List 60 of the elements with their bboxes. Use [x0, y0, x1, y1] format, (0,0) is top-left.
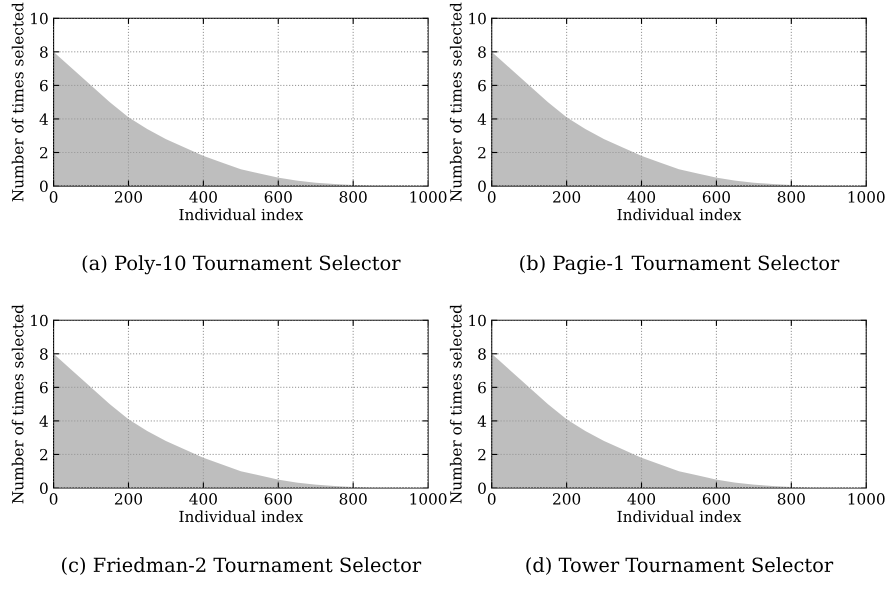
x-axis-title: Individual index — [617, 208, 742, 220]
y-axis-title: Number of times selected — [12, 2, 24, 202]
y-tick-label: 4 — [39, 113, 48, 125]
x-tick-label: 200 — [114, 493, 142, 505]
x-tick-label: 0 — [488, 191, 496, 203]
y-tick-label: 10 — [31, 314, 48, 326]
x-tick-label: 800 — [778, 191, 805, 203]
y-axis-title: Number of times selected — [450, 2, 462, 202]
y-tick-label: 8 — [478, 46, 486, 58]
y-tick-label: 0 — [478, 482, 486, 494]
x-tick-label: 1000 — [848, 493, 885, 505]
x-axis-title: Individual index — [179, 208, 303, 220]
x-axis-title: Individual index — [179, 510, 303, 522]
x-tick-label: 0 — [488, 493, 496, 505]
y-tick-label: 10 — [469, 12, 486, 24]
x-tick-label: 400 — [189, 191, 217, 203]
x-tick-label: 0 — [50, 493, 58, 505]
y-tick-label: 2 — [40, 146, 48, 158]
x-tick-label: 1000 — [410, 191, 446, 203]
x-tick-label: 200 — [114, 191, 142, 203]
x-tick-label: 0 — [50, 191, 58, 203]
y-tick-label: 8 — [40, 348, 48, 360]
y-axis-title: Number of times selected — [450, 304, 462, 504]
x-tick-label: 600 — [264, 493, 292, 505]
y-tick-label: 10 — [469, 314, 486, 326]
x-tick-label: 400 — [627, 191, 656, 203]
x-tick-label: 1000 — [410, 493, 446, 505]
y-tick-label: 8 — [40, 46, 48, 58]
x-tick-label: 600 — [702, 493, 730, 505]
x-tick-label: 600 — [702, 191, 730, 203]
y-tick-label: 10 — [31, 12, 48, 24]
x-tick-label: 600 — [264, 191, 292, 203]
x-axis-title: Individual index — [617, 510, 742, 522]
text: (c) Friedman-2 Tournament Selector — [62, 557, 422, 575]
y-tick-label: 4 — [478, 113, 486, 125]
y-tick-label: 4 — [39, 415, 48, 427]
y-tick-label: 2 — [478, 448, 486, 460]
y-tick-label: 6 — [478, 80, 486, 92]
x-tick-label: 800 — [778, 493, 805, 505]
y-axis-title: Number of times selected — [12, 304, 24, 504]
y-tick-label: 0 — [40, 180, 48, 192]
y-tick-label: 2 — [478, 146, 486, 158]
y-tick-label: 4 — [478, 415, 486, 427]
x-tick-label: 400 — [189, 493, 217, 505]
y-tick-label: 0 — [40, 482, 48, 494]
y-tick-label: 8 — [478, 348, 486, 360]
y-tick-label: 6 — [40, 382, 48, 394]
y-tick-label: 6 — [40, 80, 48, 92]
x-tick-label: 1000 — [848, 191, 885, 203]
text: (b) Pagie-1 Tournament Selector — [520, 255, 840, 274]
y-tick-label: 0 — [478, 180, 486, 192]
x-tick-label: 800 — [340, 493, 367, 505]
y-tick-label: 6 — [478, 382, 486, 394]
x-tick-label: 400 — [627, 493, 656, 505]
x-tick-label: 800 — [340, 191, 367, 203]
y-tick-label: 2 — [40, 448, 48, 460]
x-tick-label: 200 — [553, 493, 580, 505]
text: (a) Poly-10 Tournament Selector — [82, 255, 401, 274]
text: (d) Tower Tournament Selector — [526, 557, 834, 575]
x-tick-label: 200 — [553, 191, 580, 203]
